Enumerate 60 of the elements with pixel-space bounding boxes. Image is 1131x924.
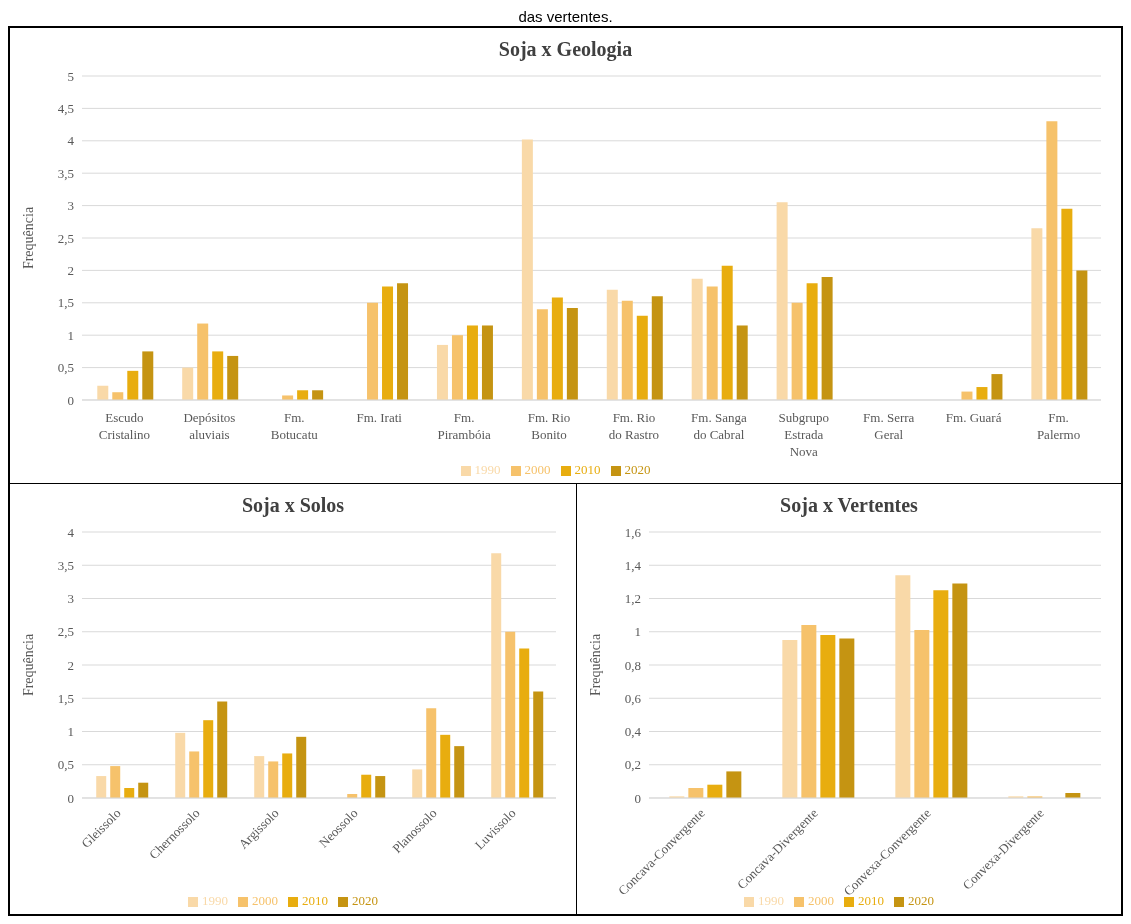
y-tick-label: 3 (67, 198, 74, 214)
text: das vertentes. (517, 8, 614, 26)
y-tick-label: 0 (67, 790, 74, 806)
y-tick-label: 2 (67, 263, 74, 279)
y-tick-label: 3 (67, 591, 74, 607)
y-tick-label: 1,5 (57, 295, 74, 311)
legend-label: 2010 (302, 893, 328, 908)
y-tick-label: 0 (634, 790, 641, 806)
y-tick-label: 1 (67, 724, 74, 740)
y-tick-label: 2,5 (57, 230, 74, 246)
y-tick-label: 1 (67, 327, 74, 343)
y-tick-label: 3,5 (57, 165, 74, 181)
legend-label: 2000 (808, 893, 834, 908)
y-tick-label: 1,6 (624, 524, 642, 540)
legend-label: 2020 (908, 893, 934, 908)
y-tick-label: 0,4 (624, 724, 642, 740)
y-tick-label: 0,8 (624, 657, 641, 673)
y-tick-label: 1,2 (624, 591, 641, 607)
x-tick-label: Fm. Serra Geral (863, 410, 915, 442)
y-tick-label: 0,2 (624, 757, 641, 773)
x-tick-label: Subgrupo Estrada Nova (778, 410, 830, 459)
y-tick-label: 1,4 (624, 557, 642, 573)
y-tick-label: 4,5 (57, 101, 74, 117)
x-tick-label: Fm. Palermo (1036, 410, 1081, 442)
y-tick-label: 2 (67, 657, 74, 673)
y-axis-title: Frequência (20, 206, 36, 270)
legend-label: 1990 (758, 893, 784, 908)
y-tick-label: 4 (67, 524, 75, 540)
y-tick-label: 4 (67, 133, 75, 149)
x-tick-label: Escudo Cristalino (98, 410, 151, 442)
legend-label: 1990 (202, 893, 228, 908)
legend-label: 2000 (524, 462, 551, 477)
legend-label: 2020 (352, 893, 378, 908)
chart-title: Soja x Vertentes (779, 493, 919, 519)
chart-title: Soja x Geologia (497, 37, 634, 63)
y-tick-label: 1 (634, 624, 641, 640)
y-tick-label: 0,5 (57, 360, 74, 376)
legend-label: 2010 (858, 893, 884, 908)
x-tick-label: Fm. Irati (356, 410, 403, 425)
x-tick-label: Fm. Pirambóia (437, 410, 492, 442)
legend-label: 2010 (574, 462, 601, 477)
y-tick-label: 0,5 (57, 757, 74, 773)
y-tick-label: 0,6 (624, 690, 642, 706)
y-axis-title: Frequência (20, 633, 36, 697)
y-tick-label: 5 (67, 68, 74, 84)
x-tick-label: Fm. Guará (945, 410, 1002, 425)
chart-title: Soja x Solos (240, 493, 346, 519)
legend-label: 1990 (474, 462, 501, 477)
y-tick-label: 3,5 (57, 557, 74, 573)
y-tick-label: 2,5 (57, 624, 74, 640)
x-tick-label: Depósitos aluviais (183, 410, 236, 442)
x-tick-label: Fm. Sanga do Cabral (691, 410, 747, 442)
y-tick-label: 1,5 (57, 690, 74, 706)
x-tick-label: Fm. Botucatu (270, 410, 319, 442)
x-tick-label: Fm. Rio Bonito (527, 410, 571, 442)
legend-label: 2000 (252, 893, 278, 908)
y-tick-label: 0 (67, 392, 74, 408)
x-tick-label: Fm. Rio do Rastro (608, 410, 660, 442)
legend-label: 2020 (624, 462, 651, 477)
y-axis-title: Frequência (587, 633, 603, 697)
